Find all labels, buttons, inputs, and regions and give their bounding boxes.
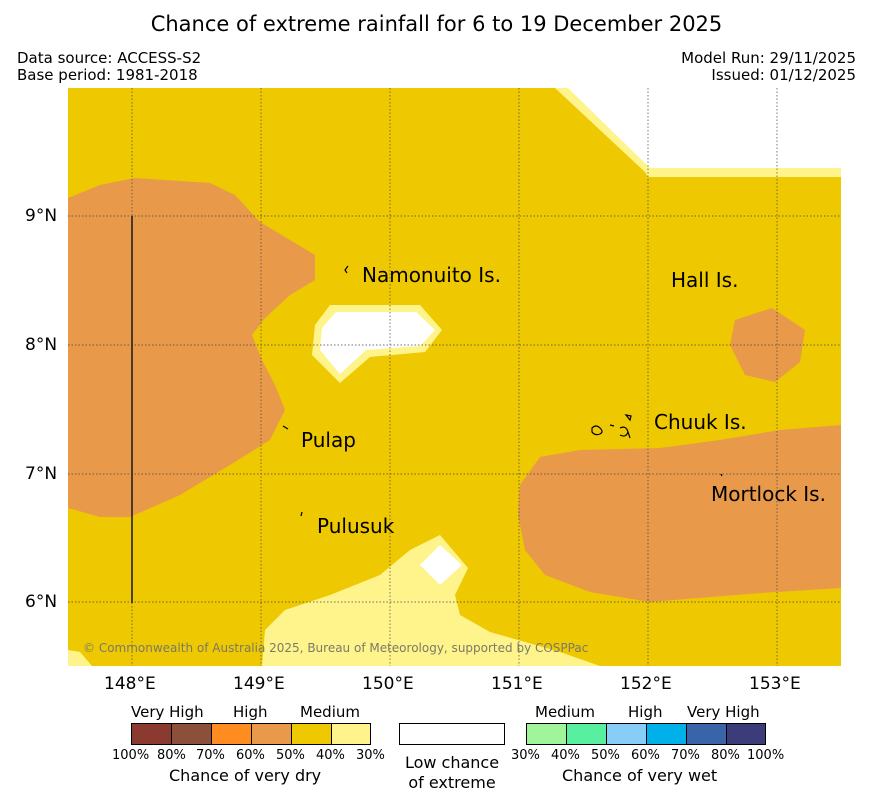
wet-tick-30: 30%: [511, 748, 540, 763]
dry-swatch-60-70: [211, 723, 252, 745]
lon-label-151e: 151°E: [491, 674, 543, 694]
place-mortlock: Mortlock Is.: [711, 482, 826, 506]
dry-category-very-high: Very High: [131, 703, 204, 721]
dry-tick-40: 40%: [316, 748, 345, 763]
wet-tick-60: 60%: [631, 748, 660, 763]
dry-tick-60: 60%: [236, 748, 265, 763]
lon-label-150e: 150°E: [362, 674, 414, 694]
lon-label-152e: 152°E: [620, 674, 672, 694]
wet-swatch-50-60: [606, 723, 647, 745]
dry-swatch-40-50: [291, 723, 332, 745]
place-pulusuk: Pulusuk: [317, 514, 395, 538]
model-run: Model Run: 29/11/2025: [681, 49, 856, 67]
wet-tick-70: 70%: [671, 748, 700, 763]
region-high-dry-hall: [730, 308, 805, 382]
lat-label-8n: 8°N: [25, 335, 58, 355]
map-title: Chance of extreme rainfall for 6 to 19 D…: [150, 12, 723, 36]
region-high-dry-southeast: [518, 425, 841, 602]
wet-swatch-40-50: [566, 723, 607, 745]
wet-swatch-60-70: [646, 723, 687, 745]
lat-label-6n: 6°N: [25, 592, 58, 612]
dry-legend-caption: Chance of very dry: [169, 766, 322, 785]
dry-tick-70: 70%: [196, 748, 225, 763]
place-hall: Hall Is.: [671, 268, 739, 292]
pulusuk-island-mark: [300, 511, 303, 517]
lon-label-153e: 153°E: [749, 674, 801, 694]
wet-category-very-high: Very High: [687, 703, 760, 721]
copyright-notice: © Commonwealth of Australia 2025, Bureau…: [83, 641, 589, 655]
wet-tick-80: 80%: [711, 748, 740, 763]
island-marks: [282, 265, 723, 517]
dry-tick-80: 80%: [157, 748, 186, 763]
namonuito-island-mark: [344, 265, 349, 274]
place-pulap: Pulap: [301, 428, 356, 452]
run-info: Model Run: 29/11/2025 Issued: 01/12/2025: [681, 50, 856, 84]
region-low-chance-south: [420, 545, 462, 585]
region-low-dry-strip-ne: [645, 172, 841, 177]
wet-tick-40: 40%: [551, 748, 580, 763]
dry-swatch-80-100: [131, 723, 172, 745]
low-chance-caption-line1: Low chance: [404, 753, 500, 772]
dry-swatch-30-40: [331, 723, 371, 745]
low-chance-swatch: [399, 723, 505, 745]
region-high-dry-west: [68, 178, 315, 517]
base-period: Base period: 1981-2018: [17, 66, 198, 84]
chuuk-island-mark: [591, 414, 632, 439]
wet-category-medium: Medium: [535, 703, 595, 721]
dry-tick-50: 50%: [276, 748, 305, 763]
dry-swatch-70-80: [171, 723, 212, 745]
wet-swatch-80-100: [726, 723, 766, 745]
wet-tick-100: 100%: [747, 748, 785, 763]
dry-category-medium: Medium: [300, 703, 360, 721]
lat-label-9n: 9°N: [25, 206, 58, 226]
wet-tick-50: 50%: [591, 748, 620, 763]
graticule: [68, 88, 841, 666]
wet-category-high: High: [628, 703, 663, 721]
region-low-chance-ne: [568, 88, 841, 168]
region-low-dry-south: [262, 535, 600, 666]
wet-swatch-70-80: [686, 723, 727, 745]
dry-swatch-50-60: [251, 723, 292, 745]
pulap-island-mark: [282, 425, 289, 430]
dry-category-high: High: [233, 703, 268, 721]
mortlock-island-mark: [720, 473, 723, 477]
dry-tick-30: 30%: [356, 748, 385, 763]
data-source: Data source: ACCESS-S2: [17, 49, 202, 67]
lon-label-149e: 149°E: [233, 674, 285, 694]
region-low-dry-sw-corner: [68, 650, 92, 666]
place-namonuito: Namonuito Is.: [362, 263, 501, 287]
issued-date: Issued: 01/12/2025: [711, 66, 856, 84]
lat-label-7n: 7°N: [25, 464, 58, 484]
lon-label-148e: 148°E: [104, 674, 156, 694]
source-info: Data source: ACCESS-S2 Base period: 1981…: [17, 50, 201, 84]
low-chance-caption-line2: of extreme: [408, 773, 496, 792]
wet-legend-caption: Chance of very wet: [562, 766, 718, 785]
region-low-chance-center: [320, 312, 435, 374]
wet-swatch-30-40: [526, 723, 567, 745]
place-chuuk: Chuuk Is.: [654, 410, 747, 434]
dry-tick-100: 100%: [112, 748, 150, 763]
